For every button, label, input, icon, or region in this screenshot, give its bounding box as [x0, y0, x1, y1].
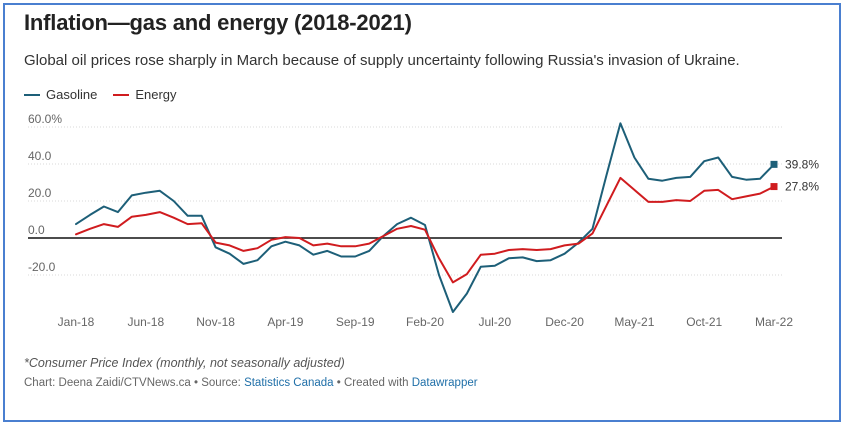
x-tick-label: Jun-18: [127, 315, 164, 329]
x-tick-label: Oct-21: [686, 315, 722, 329]
x-tick-label: Feb-20: [406, 315, 444, 329]
legend: Gasoline Energy: [24, 87, 177, 102]
series-line-gasoline: [75, 122, 775, 313]
y-tick-label: 40.0: [28, 149, 52, 163]
footnote: *Consumer Price Index (monthly, not seas…: [24, 356, 345, 370]
series-end-label-energy: 27.8%: [785, 180, 819, 194]
x-tick-label: May-21: [614, 315, 654, 329]
datawrapper-link[interactable]: Datawrapper: [411, 377, 478, 389]
x-tick-label: Mar-22: [755, 315, 793, 329]
credit-prefix: Chart: Deena Zaidi/CTVNews.ca • Source:: [24, 377, 245, 389]
x-tick-label: Nov-18: [196, 315, 235, 329]
legend-label-energy: Energy: [135, 87, 177, 102]
source-link[interactable]: Statistics Canada: [244, 377, 334, 389]
y-tick-label: 0.0: [28, 223, 45, 237]
x-tick-label: Jul-20: [478, 315, 511, 329]
series-end-label-gasoline: 39.8%: [785, 157, 819, 171]
legend-label-gasoline: Gasoline: [46, 87, 98, 102]
chart-plot: 60.0% 40.0 20.0 0.0 -20.0 Jan-18 Jun-18 Nov-18 A…: [28, 112, 819, 329]
credit-middle: • Created with: [333, 377, 412, 389]
legend-swatch-energy: [113, 93, 130, 96]
x-tick-label: Jan-18: [58, 315, 95, 329]
chart-title: Inflation—gas and energy (2018-2021): [24, 10, 412, 35]
y-tick-label: -20.0: [28, 260, 56, 274]
legend-item-gasoline: Gasoline: [24, 87, 97, 102]
legend-swatch-gasoline: [24, 93, 40, 96]
label-layer: 60.0% 40.0 20.0 0.0 -20.0 Jan-18 Jun-18 Nov-18 A…: [28, 112, 819, 329]
legend-item-energy: Energy: [113, 87, 177, 102]
y-tick-label: 20.0: [28, 186, 52, 200]
chart-frame: [3, 3, 841, 422]
series-line-energy: [75, 176, 775, 284]
chart-subtitle: Global oil prices rose sharply in March …: [24, 52, 740, 69]
series-end-marker-gasoline: [770, 160, 778, 168]
x-tick-label: Dec-20: [545, 315, 584, 329]
grid-layer: [28, 126, 782, 276]
y-tick-label: 60.0%: [28, 112, 62, 126]
x-tick-label: Sep-19: [336, 315, 375, 329]
x-tick-label: Apr-19: [267, 315, 303, 329]
series-end-marker-energy: [770, 183, 778, 191]
series-layer: [75, 122, 778, 313]
credit-line: Chart: Deena Zaidi/CTVNews.ca • Source: …: [24, 377, 478, 389]
